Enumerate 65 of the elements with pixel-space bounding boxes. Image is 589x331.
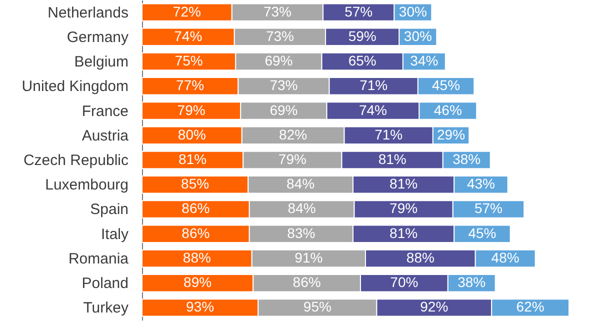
data-label: 30%: [404, 28, 432, 44]
data-label: 79%: [177, 102, 206, 118]
data-label: 84%: [288, 200, 316, 216]
data-label: 74%: [174, 28, 202, 44]
data-label: 95%: [303, 298, 332, 315]
data-label: 46%: [434, 102, 462, 118]
y-tick-label: Czech Republic: [23, 152, 129, 169]
data-label: 73%: [263, 3, 292, 20]
data-label: 65%: [348, 52, 376, 69]
data-label: 45%: [432, 77, 460, 94]
data-label: 38%: [458, 274, 486, 290]
data-label: 83%: [287, 224, 316, 241]
data-label: 71%: [360, 77, 388, 94]
data-label: 30%: [398, 3, 427, 20]
data-label: 29%: [437, 126, 466, 142]
data-label: 57%: [474, 200, 502, 216]
data-label: 88%: [182, 249, 211, 266]
data-label: 81%: [178, 151, 207, 167]
data-label: 93%: [186, 298, 214, 315]
y-tick-label: France: [82, 102, 128, 120]
data-label: 77%: [176, 77, 204, 94]
y-tick-label: Austria: [82, 127, 130, 144]
data-label: 88%: [406, 249, 434, 266]
data-label: 48%: [491, 249, 520, 266]
data-label: 86%: [182, 224, 210, 241]
y-tick-label: Luxembourg: [45, 176, 128, 194]
data-label: 70%: [390, 274, 418, 290]
data-label: 81%: [390, 176, 418, 192]
data-label: 91%: [294, 249, 323, 266]
y-tick-label: Romania: [68, 250, 130, 268]
y-tick-label: Italy: [100, 226, 129, 243]
data-label: 59%: [348, 28, 376, 44]
data-label: 92%: [420, 298, 448, 315]
y-tick-label: Belgium: [74, 54, 128, 71]
data-label: 89%: [184, 274, 212, 290]
data-label: 75%: [174, 52, 203, 69]
data-label: 71%: [374, 126, 403, 142]
data-label: 62%: [516, 298, 544, 315]
y-tick-label: Netherlands: [48, 4, 128, 22]
y-tick-label: Germany: [66, 28, 129, 46]
data-label: 85%: [181, 176, 210, 192]
data-label: 84%: [286, 176, 315, 192]
data-label: 81%: [390, 224, 418, 241]
data-label: 79%: [278, 151, 306, 167]
data-label: 73%: [266, 28, 294, 44]
data-label: 81%: [378, 151, 406, 167]
data-label: 74%: [358, 102, 387, 118]
y-tick-label: Turkey: [83, 300, 129, 317]
y-tick-label: Spain: [90, 201, 128, 218]
data-label: 43%: [466, 176, 495, 192]
y-tick-label: United Kingdom: [22, 78, 128, 96]
y-tick-label: Poland: [82, 275, 128, 292]
data-label: 86%: [182, 200, 210, 216]
data-label: 45%: [468, 224, 496, 241]
data-label: 73%: [270, 77, 298, 94]
data-label: 80%: [178, 126, 206, 142]
data-label: 82%: [279, 126, 308, 142]
data-label: 38%: [452, 151, 481, 167]
data-label: 34%: [410, 52, 438, 69]
data-label: 86%: [292, 274, 321, 290]
data-label: 79%: [390, 200, 418, 216]
data-label: 57%: [344, 3, 373, 20]
data-label: 69%: [270, 102, 298, 118]
data-label: 72%: [172, 3, 201, 20]
data-label: 69%: [264, 52, 293, 69]
